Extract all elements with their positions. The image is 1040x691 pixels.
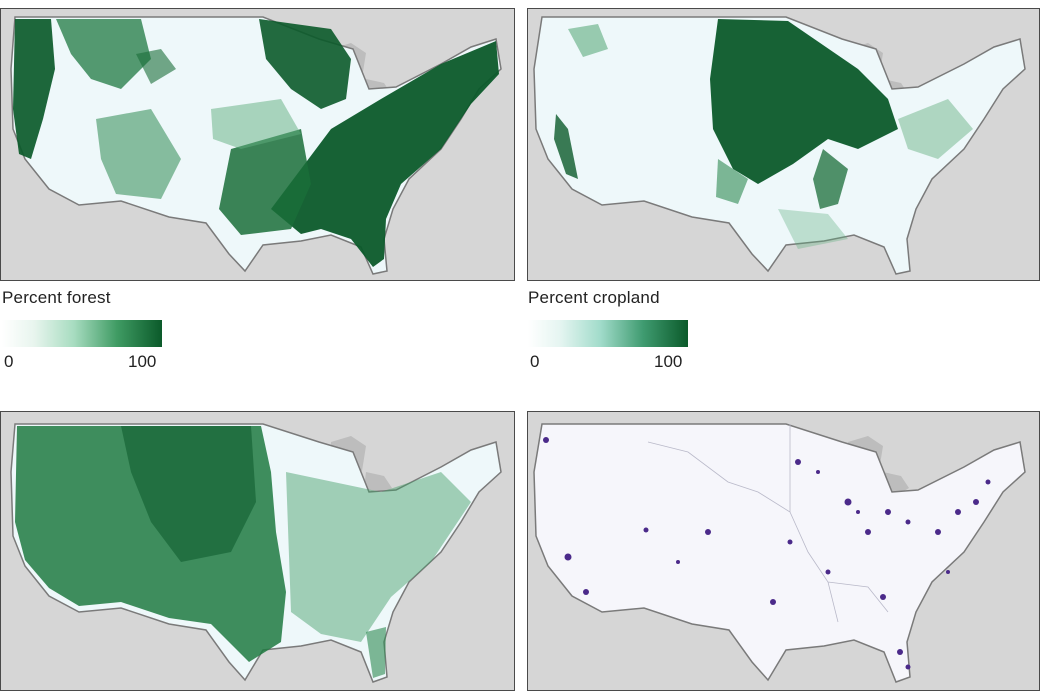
forest-map [1, 9, 513, 279]
cropland-cover [554, 19, 973, 249]
grassland-map-panel [0, 411, 515, 691]
cropland-legend-max: 100 [654, 352, 683, 371]
cropland-legend: Percent cropland 0 100 [528, 288, 698, 378]
forest-legend-max: 100 [128, 352, 157, 371]
urban-areas [543, 437, 991, 670]
grassland-cover [15, 426, 471, 678]
forest-legend-min: 0 [4, 352, 14, 371]
cropland-legend-min: 0 [530, 352, 540, 371]
cropland-map-panel [527, 8, 1040, 281]
cropland-map [528, 9, 1038, 279]
forest-map-panel [0, 8, 515, 281]
forest-legend-title: Percent forest [2, 288, 111, 307]
forest-legend: Percent forest 0 100 [2, 288, 172, 378]
forest-cover [13, 19, 499, 267]
urban-map-panel [527, 411, 1040, 691]
forest-color-bar [2, 320, 162, 347]
grassland-map [1, 412, 513, 689]
state-borders [647, 424, 889, 623]
cropland-color-bar [528, 320, 688, 347]
cropland-legend-title: Percent cropland [528, 288, 660, 307]
urban-map [528, 412, 1038, 689]
us-outline [533, 423, 1026, 683]
